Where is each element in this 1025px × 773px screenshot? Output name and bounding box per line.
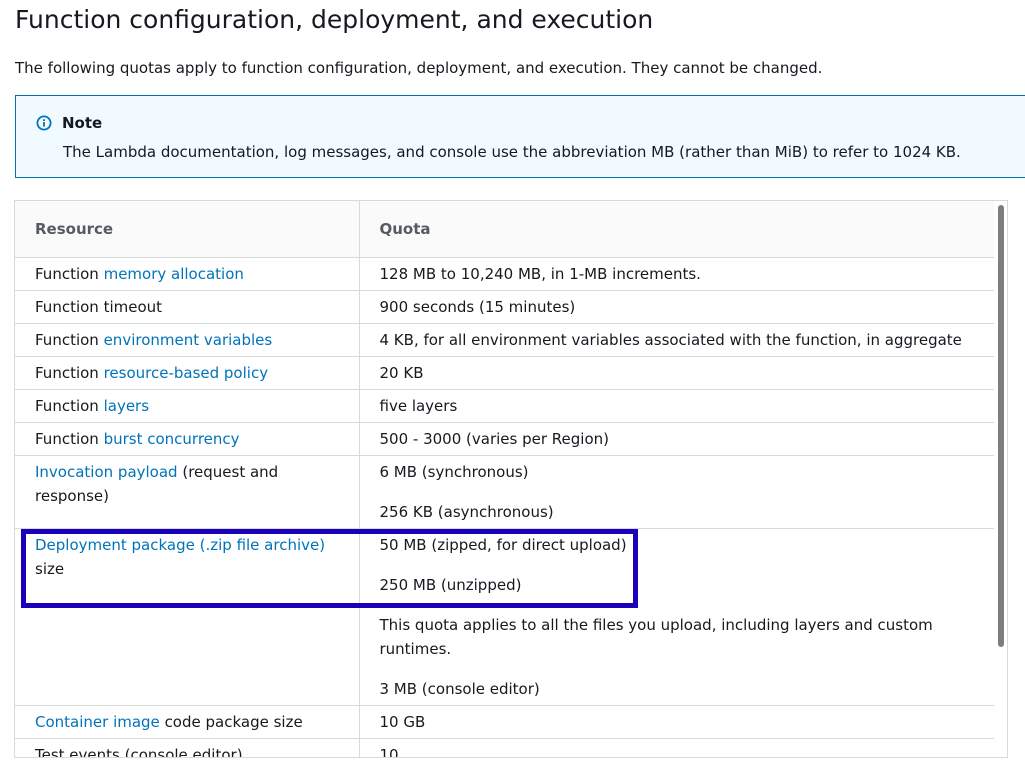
resource-text: (request and response) xyxy=(35,462,279,505)
quota-cell: 20 KB xyxy=(359,356,995,390)
resource-link[interactable]: resource-based policy xyxy=(103,363,269,382)
quota-value: 500 - 3000 (varies per Region) xyxy=(379,429,609,448)
table-row: Test events (console editor) 10 xyxy=(15,738,995,758)
quota-value: 6 MB (synchronous) xyxy=(379,462,529,481)
resource-link[interactable]: Invocation payload xyxy=(35,462,178,481)
resource-cell: Function timeout xyxy=(15,290,360,324)
column-header-resource: Resource xyxy=(15,201,360,258)
resource-text: Function xyxy=(35,264,104,283)
resource-text: Function xyxy=(35,363,104,382)
resource-text: Function xyxy=(35,396,104,415)
quota-value: 900 seconds (15 minutes) xyxy=(379,297,576,316)
resource-text: size xyxy=(35,559,65,578)
table-row: Function memory allocation 128 MB to 10,2… xyxy=(15,257,995,291)
quota-cell: 128 MB to 10,240 MB, in 1-MB increments. xyxy=(359,257,995,291)
quota-cell: 10 GB xyxy=(359,705,995,739)
note-box: Note The Lambda documentation, log messa… xyxy=(15,95,1025,178)
resource-link[interactable]: memory allocation xyxy=(103,264,244,283)
quota-cell: 6 MB (synchronous) 256 KB (asynchronous) xyxy=(359,455,995,529)
info-circle-icon xyxy=(36,115,52,131)
resource-cell: Function layers xyxy=(15,389,360,423)
scrollbar-thumb[interactable] xyxy=(998,205,1004,647)
quota-table: Resource Quota Function memory allocatio… xyxy=(15,201,995,758)
table-row: Deployment package (.zip file archive) s… xyxy=(15,528,995,706)
table-body: Function memory allocation 128 MB to 10,2… xyxy=(15,257,995,758)
quota-cell: five layers xyxy=(359,389,995,423)
quota-value: 10 xyxy=(379,745,399,758)
quota-value: 50 MB (zipped, for direct upload) xyxy=(379,535,627,554)
table-row: Invocation payload (request and response… xyxy=(15,455,995,529)
resource-link[interactable]: burst concurrency xyxy=(103,429,240,448)
column-header-quota: Quota xyxy=(359,201,995,258)
quota-value: 256 KB (asynchronous) xyxy=(379,502,554,521)
intro-text: The following quotas apply to function c… xyxy=(15,59,823,77)
quota-table-container[interactable]: Resource Quota Function memory allocatio… xyxy=(14,200,1008,758)
resource-link[interactable]: layers xyxy=(103,396,150,415)
resource-text: Function xyxy=(35,330,104,349)
resource-link[interactable]: Container image xyxy=(35,712,160,731)
quota-value: 3 MB (console editor) xyxy=(379,679,540,698)
quota-value: 128 MB to 10,240 MB, in 1-MB increments. xyxy=(379,264,701,283)
table-row: Function resource-based policy 20 KB xyxy=(15,356,995,390)
resource-cell: Function environment variables xyxy=(15,323,360,357)
table-row: Function timeout 900 seconds (15 minutes) xyxy=(15,290,995,324)
resource-cell: Container image code package size xyxy=(15,705,360,739)
table-row: Function burst concurrency 500 - 3000 (va… xyxy=(15,422,995,456)
resource-cell: Function memory allocation xyxy=(15,257,360,291)
table-row: Function environment variables 4 KB, for … xyxy=(15,323,995,357)
quota-value: 10 GB xyxy=(379,712,426,731)
table-row: Function layers five layers xyxy=(15,389,995,423)
table-header-row: Resource Quota xyxy=(15,201,995,258)
table-row: Container image code package size 10 GB xyxy=(15,705,995,739)
resource-text: Function timeout xyxy=(35,297,163,316)
resource-text: Function xyxy=(35,429,104,448)
quota-cell: 500 - 3000 (varies per Region) xyxy=(359,422,995,456)
resource-link[interactable]: Deployment package (.zip file archive) xyxy=(35,535,326,554)
note-title: Note xyxy=(62,114,103,132)
resource-cell: Function burst concurrency xyxy=(15,422,360,456)
resource-cell: Function resource-based policy xyxy=(15,356,360,390)
note-text: The Lambda documentation, log messages, … xyxy=(63,143,961,161)
resource-link[interactable]: environment variables xyxy=(103,330,273,349)
quota-value: 20 KB xyxy=(379,363,424,382)
quota-cell: 4 KB, for all environment variables asso… xyxy=(359,323,995,357)
resource-text: code package size xyxy=(159,712,303,731)
quota-cell: 50 MB (zipped, for direct upload) 250 MB … xyxy=(359,528,995,706)
resource-cell: Deployment package (.zip file archive) s… xyxy=(15,528,360,706)
quota-value: 250 MB (unzipped) xyxy=(379,575,522,594)
quota-value: 4 KB, for all environment variables asso… xyxy=(379,330,962,349)
resource-cell: Test events (console editor) xyxy=(15,738,360,758)
resource-cell: Invocation payload (request and response… xyxy=(15,455,360,529)
resource-text: Test events (console editor) xyxy=(35,745,243,758)
quota-cell: 900 seconds (15 minutes) xyxy=(359,290,995,324)
quota-value: five layers xyxy=(379,396,458,415)
page-title: Function configuration, deployment, and … xyxy=(15,5,654,34)
quota-cell: 10 xyxy=(359,738,995,758)
quota-value: This quota applies to all the files you … xyxy=(379,615,933,658)
